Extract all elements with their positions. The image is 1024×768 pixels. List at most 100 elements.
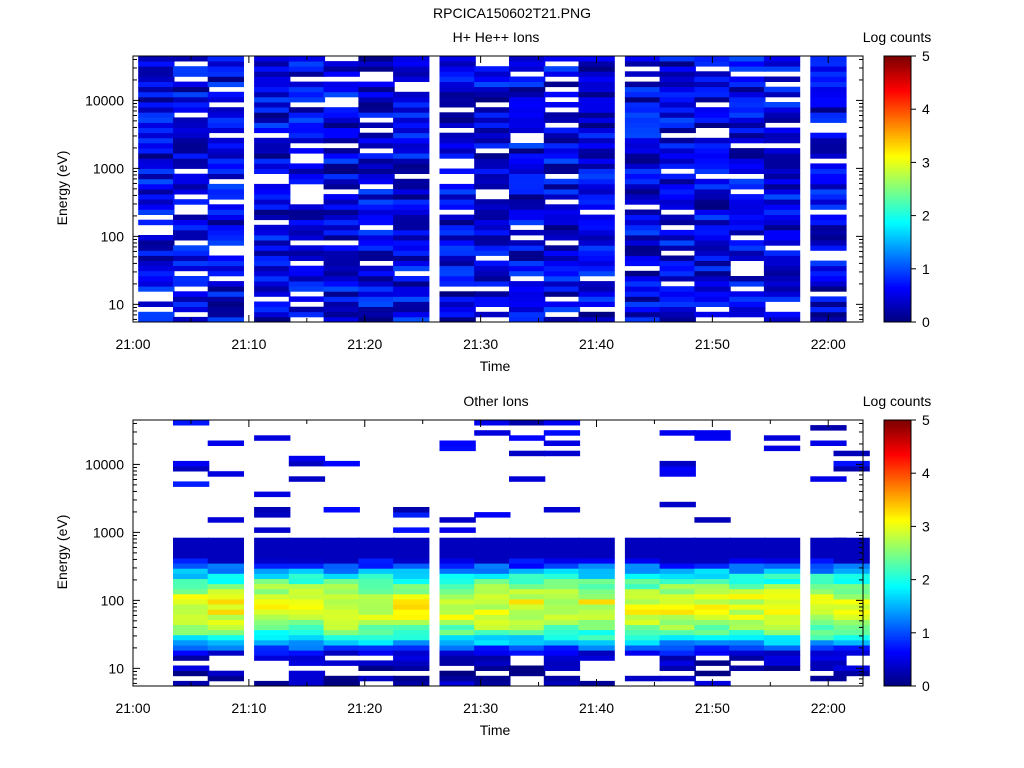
heatmap-cell <box>509 650 546 656</box>
heatmap-cell <box>393 306 430 313</box>
colorbar-segment <box>884 479 911 483</box>
colorbar-segment <box>884 56 911 59</box>
heatmap-cell <box>393 107 430 113</box>
heatmap-cell <box>254 260 291 267</box>
heatmap-cell <box>833 558 870 564</box>
heatmap-cell <box>288 168 326 174</box>
heatmap-cell <box>393 675 430 682</box>
colorbar-segment <box>884 610 911 614</box>
heatmap-cell <box>763 214 801 221</box>
heatmap-cell <box>694 435 731 441</box>
heatmap-cell <box>207 71 244 77</box>
heatmap-cell <box>810 629 847 636</box>
colorbar-segment <box>884 466 911 470</box>
heatmap-cell <box>173 250 210 256</box>
heatmap-cell <box>358 270 395 277</box>
heatmap-cell <box>393 645 430 651</box>
heatmap-cell <box>323 578 360 585</box>
heatmap-cell <box>624 250 662 256</box>
heatmap-cell <box>393 194 430 200</box>
heatmap-cell <box>694 276 731 282</box>
heatmap-cell <box>207 209 244 215</box>
heatmap-cell <box>207 137 244 144</box>
heatmap-cell <box>729 542 766 549</box>
heatmap-cell <box>578 558 615 564</box>
heatmap-cell <box>474 122 511 128</box>
heatmap-cell <box>393 117 430 123</box>
heatmap-cell <box>659 296 696 302</box>
heatmap-cell <box>763 537 801 544</box>
heatmap-cell <box>288 276 326 282</box>
heatmap-cell <box>288 460 326 467</box>
heatmap-cell <box>439 260 476 267</box>
heatmap-cell <box>254 553 291 559</box>
heatmap-cell <box>729 614 766 620</box>
heatmap-cell <box>393 563 430 569</box>
heatmap-cell <box>509 634 546 641</box>
heatmap-cell <box>288 127 326 134</box>
heatmap-cell <box>288 229 326 236</box>
heatmap-cell <box>474 276 511 282</box>
heatmap-cell <box>393 127 430 134</box>
heatmap-cell <box>509 153 546 159</box>
heatmap-cell <box>729 61 766 67</box>
heatmap-cell <box>659 619 696 625</box>
heatmap-cell <box>173 291 210 297</box>
heatmap-cell <box>659 270 696 277</box>
heatmap-cell <box>288 61 326 67</box>
heatmap-cell <box>810 194 847 200</box>
colorbar-tick-label: 2 <box>922 208 930 224</box>
heatmap-cell <box>624 547 662 554</box>
heatmap-cell <box>543 286 581 292</box>
colorbar-segment <box>884 113 911 117</box>
colorbar-segment <box>884 239 911 243</box>
heatmap-cell <box>254 61 291 67</box>
heatmap-cell <box>474 430 511 436</box>
heatmap-cell <box>729 122 766 128</box>
heatmap-cell <box>810 66 847 72</box>
heatmap-cell <box>509 117 546 123</box>
heatmap-cell <box>358 168 395 174</box>
heatmap-cell <box>207 204 244 210</box>
heatmap-cell <box>393 183 430 190</box>
heatmap-cell <box>509 148 546 154</box>
heatmap-cell <box>288 86 326 93</box>
heatmap-cell <box>578 173 615 180</box>
heatmap-cell <box>393 148 430 154</box>
heatmap-cell <box>207 316 244 323</box>
heatmap-cell <box>288 476 326 482</box>
heatmap-cell <box>763 265 801 272</box>
heatmap-cell <box>624 86 662 93</box>
colorbar-segment <box>884 643 911 647</box>
heatmap-cell <box>509 435 546 441</box>
heatmap-cell <box>393 229 430 236</box>
heatmap-cell <box>439 71 476 77</box>
heatmap-cell <box>694 563 731 569</box>
heatmap-cell <box>288 255 326 261</box>
heatmap-cell <box>439 316 476 323</box>
colorbar-segment <box>884 164 911 168</box>
heatmap-cell <box>358 619 395 625</box>
colorbar-segment <box>884 171 911 174</box>
heatmap-cell <box>393 296 430 302</box>
colorbar-segment <box>884 606 911 609</box>
heatmap-cell <box>439 143 476 149</box>
colorbar-segment <box>884 200 911 203</box>
heatmap-cell <box>323 229 360 236</box>
colorbar-segment <box>884 175 911 179</box>
heatmap-cell <box>207 296 244 302</box>
heatmap-cell <box>474 553 511 559</box>
x-tick-label: 21:30 <box>463 700 498 716</box>
heatmap-cell <box>833 614 870 620</box>
heatmap-cell <box>659 634 696 641</box>
heatmap-cell <box>509 173 546 180</box>
heatmap-cell <box>833 537 870 544</box>
heatmap-cell <box>509 301 546 307</box>
heatmap-cell <box>288 634 326 641</box>
heatmap-cell <box>578 650 615 656</box>
heatmap-cell <box>659 158 696 164</box>
heatmap-cell <box>288 593 326 600</box>
heatmap-cell <box>439 537 476 544</box>
heatmap-cell <box>694 61 731 67</box>
heatmap-cell <box>810 137 847 144</box>
